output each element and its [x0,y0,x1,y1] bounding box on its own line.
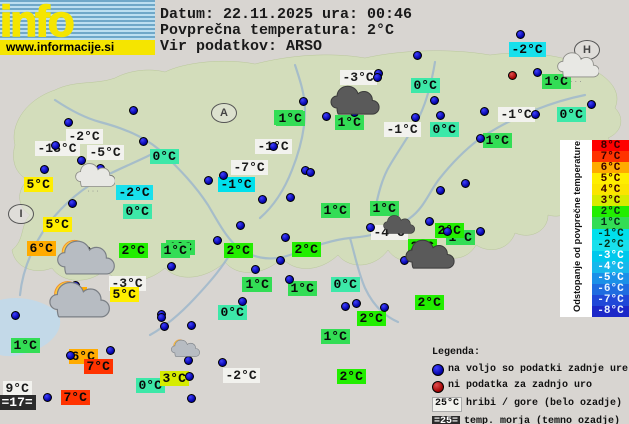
svg-text:. . .: . . . [87,184,98,192]
svg-text:Odstopanje od povprečne temper: Odstopanje od povprečne temperature: [572,140,582,312]
svg-text:. . .: . . . [570,74,582,83]
